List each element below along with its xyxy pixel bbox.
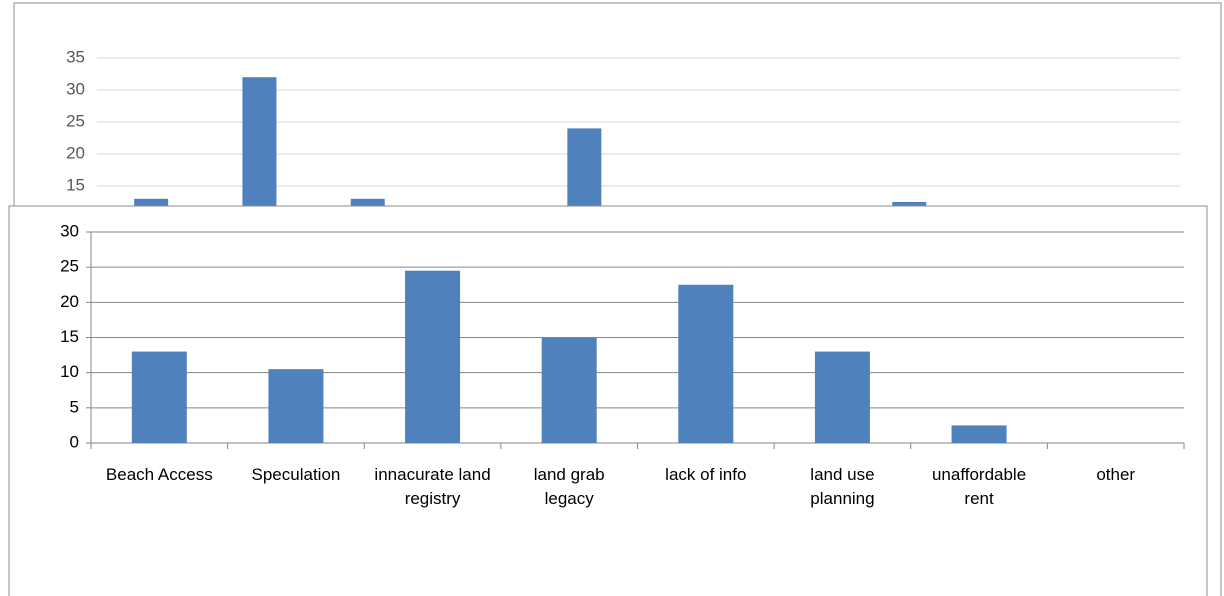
bar [268, 369, 324, 443]
bar [405, 270, 461, 443]
y-tick-label: 5 [70, 397, 79, 416]
y-tick-label: 35 [66, 47, 85, 66]
y-tick-label: 25 [66, 111, 85, 130]
y-tick-label: 0 [70, 432, 79, 451]
x-tick-label: land use planning [810, 465, 875, 508]
bar [678, 284, 734, 443]
x-tick-label: Speculation [251, 465, 341, 484]
y-tick-label: 30 [60, 221, 79, 240]
y-tick-label: 25 [60, 257, 79, 276]
y-tick-label: 30 [66, 79, 85, 98]
x-tick-label: innacurate land registry [374, 465, 491, 508]
x-tick-label: unaffordable rent [931, 465, 1027, 508]
x-tick-label: lack of info [665, 465, 747, 484]
bar [541, 337, 597, 443]
bar [814, 351, 870, 443]
y-tick-label: 10 [60, 362, 79, 381]
y-tick-label: 15 [60, 327, 79, 346]
x-tick-label: land grab legacy [533, 465, 605, 508]
x-tick-label: other [1096, 465, 1136, 484]
x-tick-label: Beach Access [105, 465, 213, 484]
y-tick-label: 15 [66, 175, 85, 194]
y-tick-label: 20 [60, 292, 79, 311]
y-tick-label: 20 [66, 143, 85, 162]
bar [951, 425, 1007, 443]
chart-panel [8, 205, 1208, 596]
bar [131, 351, 187, 443]
